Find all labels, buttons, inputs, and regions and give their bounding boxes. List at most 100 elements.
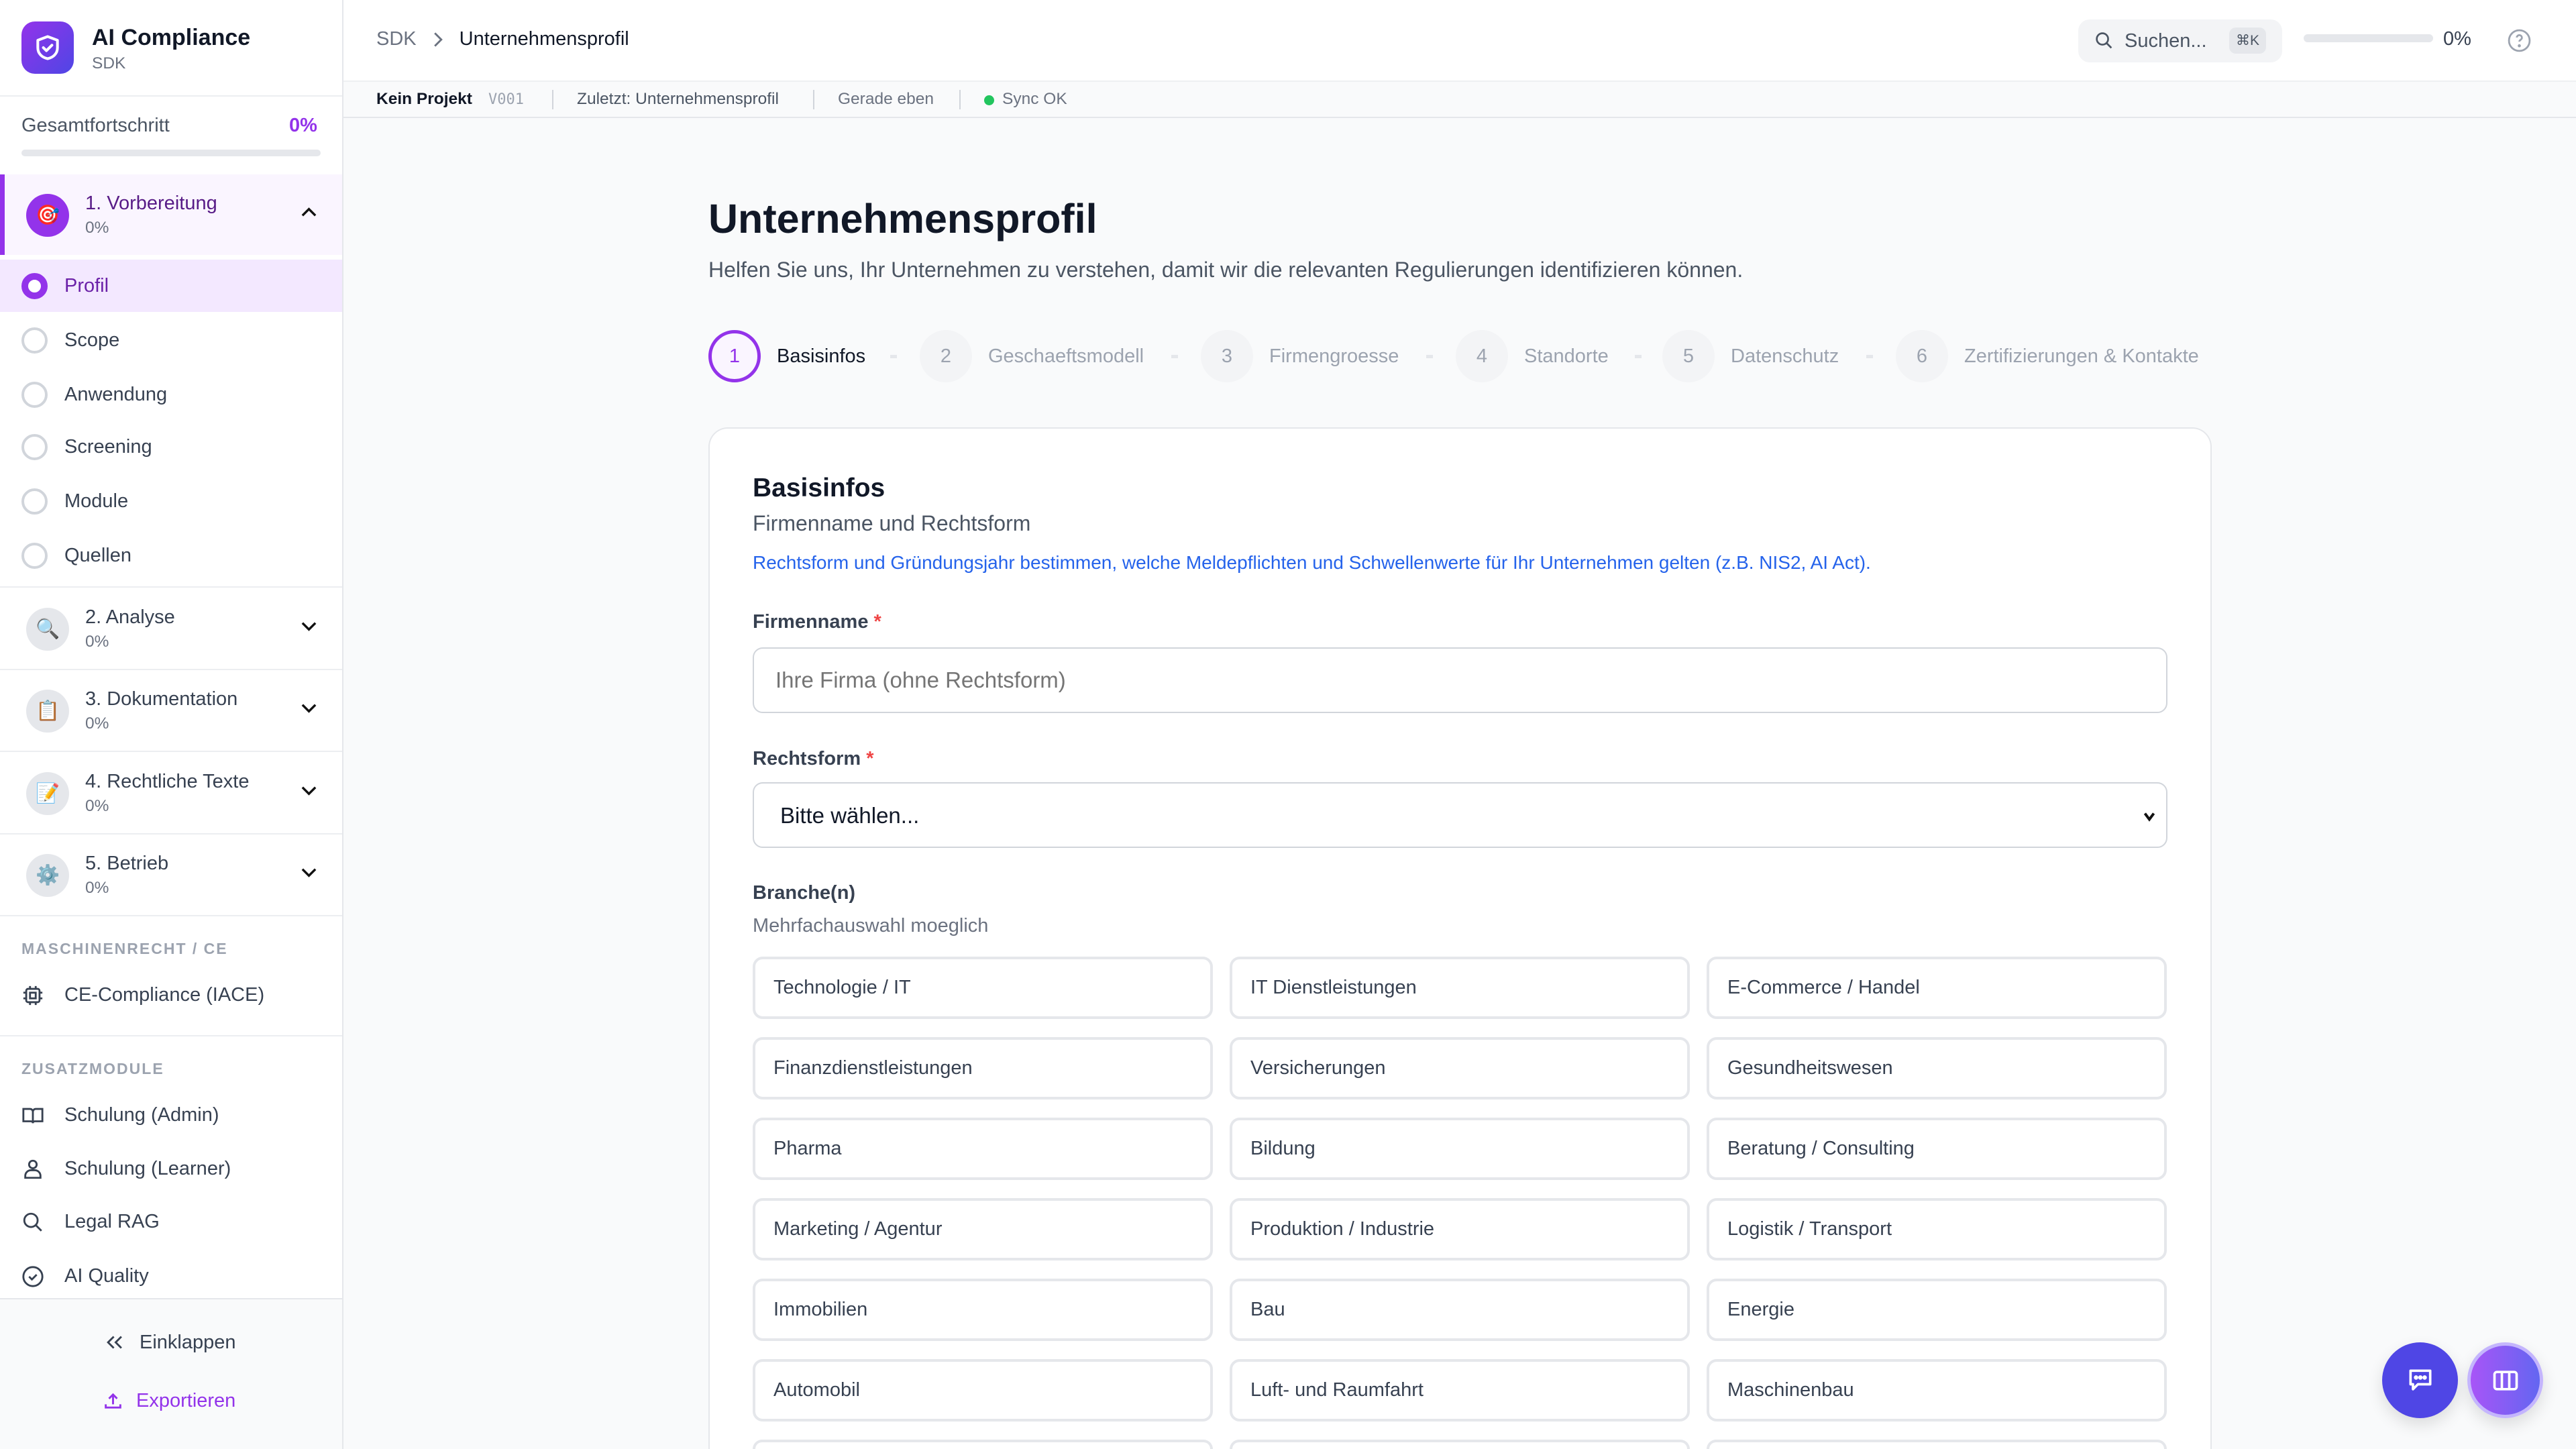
sidebar-section-dokumentation[interactable]: 📋 3. Dokumentation 0% <box>0 670 342 751</box>
required-mark: * <box>866 748 874 769</box>
industry-option[interactable]: Versicherungen <box>1230 1037 1690 1099</box>
substep-label: Anwendung <box>64 383 168 405</box>
step-label: Zertifizierungen & Kontakte <box>1964 345 2199 367</box>
industry-option[interactable]: Gesundheitswesen <box>1707 1037 2167 1099</box>
radio-icon <box>21 488 48 515</box>
industry-option[interactable]: Produktion / Industrie <box>1230 1198 1690 1260</box>
search-icon <box>23 1212 42 1232</box>
step-connector <box>1866 355 1873 358</box>
gear-icon: ⚙️ <box>26 854 69 897</box>
sidebar-section-vorbereitung[interactable]: 🎯 1. Vorbereitung 0% <box>0 174 342 255</box>
sidebar: AI Compliance SDK Gesamtfortschritt 0% 🎯… <box>0 0 343 1449</box>
step-label: Standorte <box>1524 345 1609 367</box>
columns-button[interactable] <box>2467 1342 2543 1418</box>
step-zertifizierungen[interactable]: 6 Zertifizierungen & Kontakte <box>1896 330 2199 382</box>
chevron-down-icon <box>2143 812 2155 822</box>
industry-option[interactable]: Maschinenbau <box>1707 1359 2167 1421</box>
substep-label: Profil <box>64 274 109 297</box>
industry-option[interactable]: Energie <box>1707 1279 2167 1341</box>
step-standorte[interactable]: 4 Standorte <box>1456 330 1609 382</box>
sidebar-item-legal-rag[interactable]: Legal RAG <box>0 1199 342 1246</box>
step-firmengroesse[interactable]: 3 Firmengroesse <box>1201 330 1399 382</box>
search-input[interactable]: Suchen... ⌘K <box>2078 19 2282 62</box>
substep-label: Module <box>64 490 129 512</box>
industry-option[interactable]: Automobil <box>753 1359 1213 1421</box>
step-datenschutz[interactable]: 5 Datenschutz <box>1662 330 1839 382</box>
sidebar-item-profil[interactable]: Profil <box>0 260 342 312</box>
clipboard-icon: 📋 <box>26 690 69 733</box>
last-saved-time: Gerade eben <box>838 90 934 108</box>
legal-form-select[interactable]: Bitte wählen... <box>753 782 2167 848</box>
step-label: Datenschutz <box>1731 345 1839 367</box>
sidebar-section-analyse[interactable]: 🔍 2. Analyse 0% <box>0 588 342 669</box>
label-text: Firmenname <box>753 611 869 633</box>
page-subtitle: Helfen Sie uns, Ihr Unternehmen zu verst… <box>708 258 1743 282</box>
sidebar-item-ce-compliance[interactable]: CE-Compliance (IACE) <box>0 973 342 1019</box>
industry-option[interactable]: Bildung <box>1230 1118 1690 1180</box>
step-basisinfos[interactable]: 1 Basisinfos <box>708 330 865 382</box>
step-connector <box>1635 355 1642 358</box>
industry-option[interactable]: Logistik / Transport <box>1707 1198 2167 1260</box>
industry-option[interactable]: Finanzdienstleistungen <box>753 1037 1213 1099</box>
book-icon <box>22 1108 44 1124</box>
industry-option[interactable]: Marketing / Agentur <box>753 1198 1213 1260</box>
industry-option[interactable]: Beratung / Consulting <box>1707 1118 2167 1180</box>
radio-active-icon <box>21 273 48 299</box>
industry-option[interactable]: Technologie / IT <box>753 957 1213 1019</box>
section-progress: 0% <box>85 797 109 815</box>
chat-button[interactable] <box>2382 1342 2458 1418</box>
card-title: Basisinfos <box>753 474 885 502</box>
sidebar-section-betrieb[interactable]: ⚙️ 5. Betrieb 0% <box>0 835 342 915</box>
help-icon[interactable] <box>2507 28 2532 53</box>
overall-progress-label: Gesamtfortschritt <box>21 115 170 136</box>
industry-option[interactable] <box>1707 1440 2167 1449</box>
sidebar-item-scope[interactable]: Scope <box>0 314 342 366</box>
section-title: 5. Betrieb <box>85 853 169 874</box>
export-label: Exportieren <box>136 1390 236 1411</box>
collapse-button[interactable]: Einklappen <box>103 1331 236 1354</box>
industry-option[interactable]: Pharma <box>753 1118 1213 1180</box>
app-logo <box>21 21 74 74</box>
step-number: 3 <box>1201 330 1253 382</box>
sidebar-item-anwendung[interactable]: Anwendung <box>0 368 342 421</box>
chevron-down-icon <box>301 704 317 713</box>
nav-label: CE-Compliance (IACE) <box>64 984 265 1006</box>
radio-icon <box>21 327 48 354</box>
sidebar-item-schulung-learner[interactable]: Schulung (Learner) <box>0 1146 342 1193</box>
industry-option[interactable]: Luft- und Raumfahrt <box>1230 1359 1690 1421</box>
sidebar-item-module[interactable]: Module <box>0 475 342 527</box>
page-title: Unternehmensprofil <box>708 196 1097 241</box>
upload-icon <box>105 1393 121 1409</box>
sidebar-item-quellen[interactable]: Quellen <box>0 529 342 582</box>
industry-option[interactable]: E-Commerce / Handel <box>1707 957 2167 1019</box>
radio-icon <box>21 434 48 460</box>
company-name-input[interactable] <box>753 647 2167 713</box>
step-connector <box>890 355 897 358</box>
form-card: Basisinfos Firmenname und Rechtsform Rec… <box>708 427 2212 1449</box>
divider <box>0 669 342 670</box>
check-circle-icon <box>22 1266 44 1287</box>
memo-icon: 📝 <box>26 772 69 815</box>
industry-option[interactable]: IT Dienstleistungen <box>1230 957 1690 1019</box>
project-name: Kein Projekt <box>376 90 472 108</box>
step-number: 4 <box>1456 330 1508 382</box>
group-caption-extra: ZUSATZMODULE <box>21 1060 164 1077</box>
sidebar-item-schulung-admin[interactable]: Schulung (Admin) <box>0 1093 342 1139</box>
sidebar-section-rechtliche-texte[interactable]: 📝 4. Rechtliche Texte 0% <box>0 753 342 833</box>
industry-option[interactable] <box>753 1440 1213 1449</box>
step-geschaeftsmodell[interactable]: 2 Geschaeftsmodell <box>920 330 1144 382</box>
industry-option[interactable]: Immobilien <box>753 1279 1213 1341</box>
nav-label: Schulung (Admin) <box>64 1104 219 1126</box>
substep-label: Scope <box>64 329 120 351</box>
sidebar-item-screening[interactable]: Screening <box>0 421 342 473</box>
industry-option[interactable] <box>1230 1440 1690 1449</box>
sidebar-item-ai-quality[interactable]: AI Quality <box>0 1254 342 1300</box>
breadcrumb-root[interactable]: SDK <box>376 28 417 50</box>
step-label: Geschaeftsmodell <box>988 345 1144 367</box>
industry-option[interactable]: Bau <box>1230 1279 1690 1341</box>
last-edited: Zuletzt: Unternehmensprofil <box>577 90 779 108</box>
section-progress: 0% <box>85 219 109 237</box>
top-progress-bar <box>2304 34 2433 42</box>
divider <box>0 833 342 835</box>
export-button[interactable]: Exportieren <box>103 1390 235 1412</box>
